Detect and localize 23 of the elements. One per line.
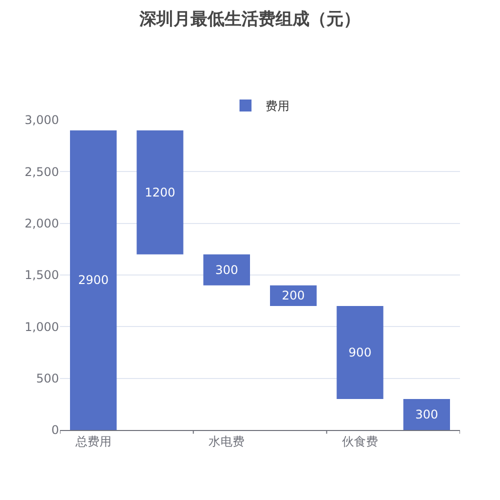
- y-tick-label: 500: [36, 372, 59, 386]
- bar: [70, 130, 117, 430]
- y-tick-label: 0: [51, 423, 59, 438]
- bar: [136, 130, 184, 254]
- bar: [203, 254, 250, 286]
- data-label: 2900: [78, 273, 109, 288]
- y-tick-label: 2,000: [24, 216, 59, 231]
- bar: [336, 306, 384, 399]
- legend-label: 费用: [266, 99, 290, 114]
- data-label: 1200: [144, 185, 176, 200]
- y-tick-label: 1,500: [24, 268, 59, 282]
- x-tick-label: 总费用: [74, 434, 112, 448]
- y-tick-label: 1,000: [24, 320, 59, 334]
- y-tick-label: 3,000: [24, 113, 59, 128]
- data-label: 200: [282, 288, 305, 303]
- x-tick-label: 水电费: [208, 434, 245, 448]
- y-tick-label: 2,500: [24, 164, 59, 179]
- bar: [403, 399, 450, 430]
- chart-title: 深圳月最低生活费组成（元）: [138, 9, 360, 30]
- data-label: 900: [348, 346, 372, 360]
- data-label: 300: [415, 408, 438, 422]
- data-label: 300: [215, 262, 238, 277]
- x-tick-label: 伙食费: [342, 434, 378, 448]
